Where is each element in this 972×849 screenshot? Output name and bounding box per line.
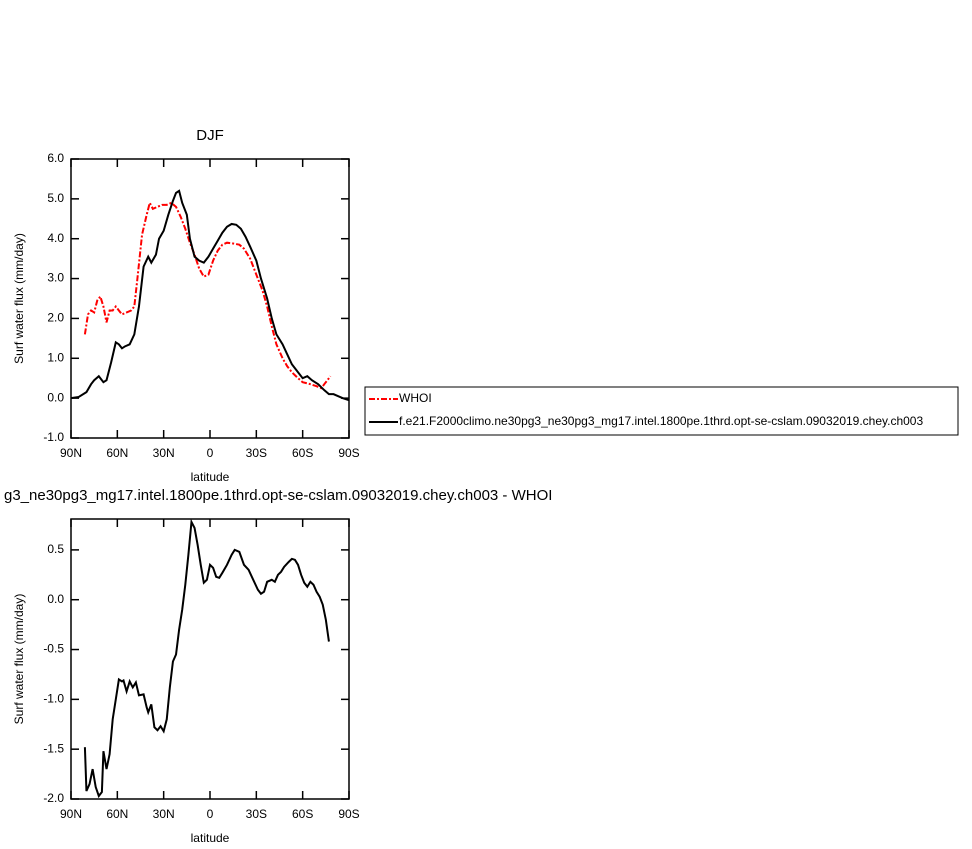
y-tick-label: -1.0 (43, 430, 64, 444)
data-line (83, 518, 330, 799)
y-tick-label: 6.0 (47, 151, 64, 165)
y-tick-label: 4.0 (47, 231, 64, 245)
x-tick-label: 60S (292, 807, 313, 821)
x-axis-label: latitude (191, 831, 230, 845)
legend-label: WHOI (399, 391, 432, 405)
x-tick-label: 60N (106, 446, 128, 460)
y-tick-label: -1.0 (43, 692, 64, 706)
y-tick-label: -2.0 (43, 791, 64, 805)
y-tick-label: 0.0 (47, 592, 64, 606)
data-line (70, 189, 350, 402)
x-tick-label: 90N (60, 446, 82, 460)
y-tick-label: -0.5 (43, 642, 64, 656)
legend-box (364, 386, 959, 436)
x-tick-label: 30S (246, 807, 267, 821)
x-tick-label: 30N (153, 807, 175, 821)
y-tick-label: 3.0 (47, 271, 64, 285)
y-tick-label: -1.5 (43, 741, 64, 755)
x-tick-label: 90N (60, 807, 82, 821)
y-tick-label: 2.0 (47, 311, 64, 325)
legend-label: f.e21.F2000climo.ne30pg3_ne30pg3_mg17.in… (399, 414, 923, 428)
y-axis-label: Surf water flux (mm/day) (12, 233, 26, 364)
chart-title: g3_ne30pg3_mg17.intel.1800pe.1thrd.opt-s… (4, 487, 552, 504)
x-tick-label: 30S (246, 446, 267, 460)
x-tick-label: 90S (338, 446, 359, 460)
x-tick-label: 30N (153, 446, 175, 460)
y-tick-label: 1.0 (47, 350, 64, 364)
x-tick-label: 60N (106, 807, 128, 821)
y-tick-label: 5.0 (47, 191, 64, 205)
chart-title: DJF (196, 127, 224, 144)
y-tick-label: 0.5 (47, 542, 64, 556)
data-line (83, 200, 332, 390)
y-tick-label: 0.0 (47, 390, 64, 404)
x-axis-label: latitude (191, 470, 230, 484)
plot-frame (70, 518, 350, 800)
x-tick-label: 0 (207, 446, 214, 460)
x-tick-label: 0 (207, 807, 214, 821)
y-axis-label: Surf water flux (mm/day) (12, 594, 26, 725)
x-tick-label: 90S (338, 807, 359, 821)
x-tick-label: 60S (292, 446, 313, 460)
plot-frame (70, 158, 350, 439)
